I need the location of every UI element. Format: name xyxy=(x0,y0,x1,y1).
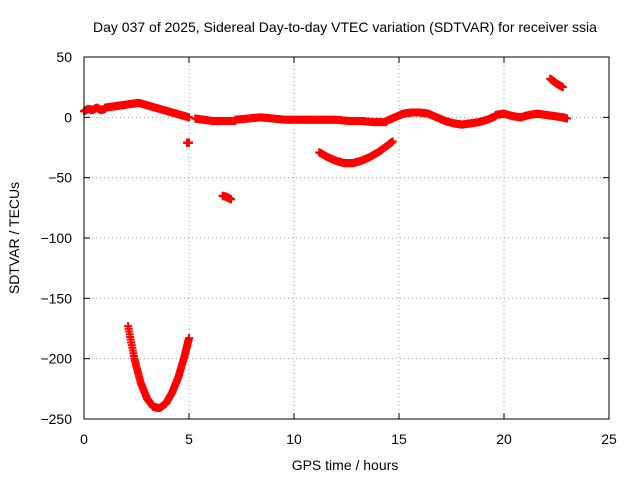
data-point xyxy=(185,138,193,147)
x-axis-title: GPS time / hours xyxy=(292,457,399,473)
y-tick-label: −150 xyxy=(40,290,72,306)
x-tick-label: 5 xyxy=(185,431,193,447)
y-tick-label: −200 xyxy=(40,351,72,367)
y-tick-label: −100 xyxy=(40,230,72,246)
y-tick-label: −250 xyxy=(40,411,72,427)
data-point xyxy=(563,114,571,123)
data-points xyxy=(80,74,571,413)
data-point xyxy=(227,195,235,204)
y-axis-title: SDTVAR / TECUs xyxy=(6,182,22,294)
x-tick-label: 20 xyxy=(496,431,512,447)
data-point xyxy=(558,83,567,92)
y-tick-label: 50 xyxy=(56,49,72,65)
y-tick-label: 0 xyxy=(64,109,72,125)
x-tick-label: 0 xyxy=(80,431,88,447)
data-point xyxy=(185,113,193,122)
x-tick-label: 10 xyxy=(286,431,302,447)
chart-title: Day 037 of 2025, Sidereal Day-to-day VTE… xyxy=(93,19,597,35)
y-tick-label: −50 xyxy=(48,170,72,186)
x-tick-label: 15 xyxy=(391,431,407,447)
axis-ticks: 0 5 10 15 20 25 50 0 −50 −100 −150 −200 −250 xyxy=(40,49,617,447)
x-tick-label: 25 xyxy=(601,431,617,447)
data-point xyxy=(388,137,397,146)
data-point xyxy=(185,334,193,343)
